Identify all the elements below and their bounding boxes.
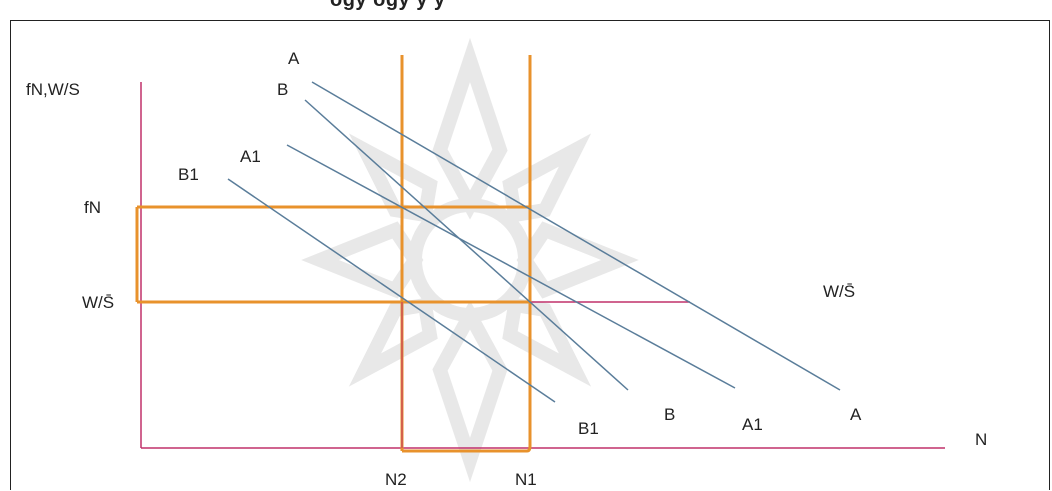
curve-b1-start-label: B1 xyxy=(178,165,199,184)
curve-b-end-label: B xyxy=(664,405,675,424)
figure-frame xyxy=(10,20,1050,490)
watermark xyxy=(301,37,639,483)
curve-a-end-label: A xyxy=(850,405,862,424)
curve-b1-end-label: B1 xyxy=(578,419,599,438)
curve-a xyxy=(311,81,841,391)
curve-a1 xyxy=(286,144,736,389)
n1-label: N1 xyxy=(515,470,537,489)
ws-level-label-right: W/S̄ xyxy=(823,282,855,301)
x-axis-label: N xyxy=(975,430,987,449)
y-axis-label: fN,W/S xyxy=(26,80,80,99)
curve-b xyxy=(304,99,629,391)
ws-level-label-left: W/S̄ xyxy=(82,293,114,312)
fn-level-label: fN xyxy=(84,198,101,217)
n2-label: N2 xyxy=(385,470,407,489)
curve-a1-start-label: A1 xyxy=(240,147,261,166)
curve-a1-end-label: A1 xyxy=(742,415,763,434)
curve-a-start-label: A xyxy=(288,49,300,68)
header-fragment: ogy ogy y y xyxy=(330,0,446,11)
curve-b-start-label: B xyxy=(277,80,288,99)
curve-b1 xyxy=(227,178,556,403)
